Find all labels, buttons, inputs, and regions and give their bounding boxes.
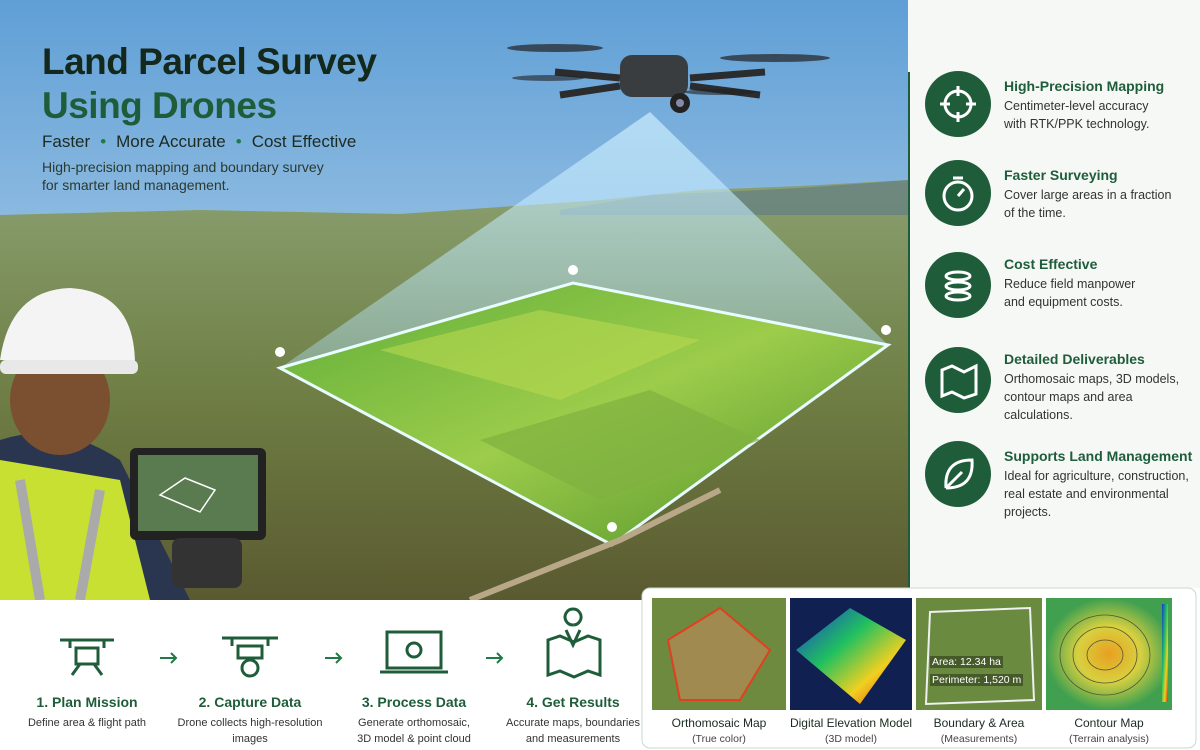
step-title: 2. Capture Data	[198, 694, 302, 710]
ortho-boundary	[666, 606, 772, 701]
step-text: and measurements	[525, 733, 621, 745]
feature-title: Supports Land Management	[1004, 448, 1193, 464]
contour-legend	[1162, 604, 1168, 702]
drone	[507, 44, 830, 113]
step-text: Accurate maps, boundaries	[506, 717, 640, 729]
title-line: Using Drones	[42, 85, 277, 126]
feature-title: High-Precision Mapping	[1004, 78, 1165, 94]
feature-text: of the time.	[1004, 206, 1066, 220]
feature-text: and equipment costs.	[1004, 295, 1123, 309]
tagline: Faster	[42, 132, 91, 151]
feature-title: Detailed Deliverables	[1004, 351, 1145, 367]
surveyor	[0, 288, 266, 601]
feature-title: Cost Effective	[1004, 256, 1098, 272]
deliverable-title: Boundary & Area	[933, 716, 1025, 730]
step-text: Drone collects high-resolution	[177, 717, 323, 729]
deliverable-title: Orthomosaic Map	[671, 716, 767, 730]
deliverable-subtitle: (3D model)	[825, 733, 877, 745]
feature-text: Reduce field manpower	[1004, 277, 1136, 291]
road	[468, 487, 722, 603]
title-line: Land Parcel Survey	[42, 41, 377, 82]
step-text: Define area & flight path	[27, 717, 147, 729]
step-text: Generate orthomosaic,	[358, 717, 470, 729]
title: Land Parcel Survey Using Drones	[42, 40, 377, 128]
dem-surface	[796, 608, 906, 704]
feature-text: contour maps and area calculations.	[1004, 390, 1133, 422]
deliverable-subtitle: (True color)	[692, 733, 746, 745]
deliverable-title: Digital Elevation Model	[789, 716, 913, 730]
tagline: More Accurate	[116, 132, 226, 151]
feature-text: Cover large areas in a fraction	[1004, 188, 1172, 202]
step-title: 3. Process Data	[361, 694, 467, 710]
feature-text: real estate and environmental projects.	[1004, 487, 1169, 519]
boundary-thumb	[916, 598, 1042, 710]
deliverable-annotation: Area: 12.34 ha	[930, 656, 1003, 668]
deliverable-annotation: Perimeter: 1,520 m	[930, 674, 1024, 686]
feature-glyphs	[940, 86, 978, 490]
step-text: images	[232, 733, 268, 745]
deliverable-subtitle: (Measurements)	[940, 733, 1018, 745]
field	[380, 310, 700, 400]
feature-text: Ideal for agriculture, construction,	[1004, 469, 1189, 483]
step-arrows	[160, 652, 504, 664]
taglines: Faster • More Accurate • Cost Effective	[42, 132, 357, 151]
description: High-precision mapping and boundary surv…	[42, 158, 324, 194]
step-title: 4. Get Results	[526, 694, 620, 710]
pins	[275, 265, 891, 532]
description-line: for smarter land management.	[42, 177, 230, 193]
deliverable-title: Contour Map	[1074, 716, 1144, 730]
feature-text: Centimeter-level accuracy	[1004, 99, 1149, 113]
step-title: 1. Plan Mission	[36, 694, 138, 710]
feature-text: Orthomosaic maps, 3D models,	[1004, 372, 1180, 386]
tagline: Cost Effective	[251, 132, 357, 151]
description-line: High-precision mapping and boundary surv…	[42, 159, 324, 175]
contour-thumb	[1046, 598, 1172, 710]
boundary-line	[924, 606, 1036, 706]
deliverable-subtitle: (Terrain analysis)	[1069, 733, 1149, 745]
steps-strip	[0, 600, 640, 750]
step-text: 3D model & point cloud	[357, 733, 471, 745]
contour-lines	[1059, 614, 1151, 696]
field	[480, 390, 760, 500]
feature-text: with RTK/PPK technology.	[1004, 117, 1150, 131]
feature-title: Faster Surveying	[1004, 167, 1118, 183]
step-icons	[60, 607, 602, 679]
